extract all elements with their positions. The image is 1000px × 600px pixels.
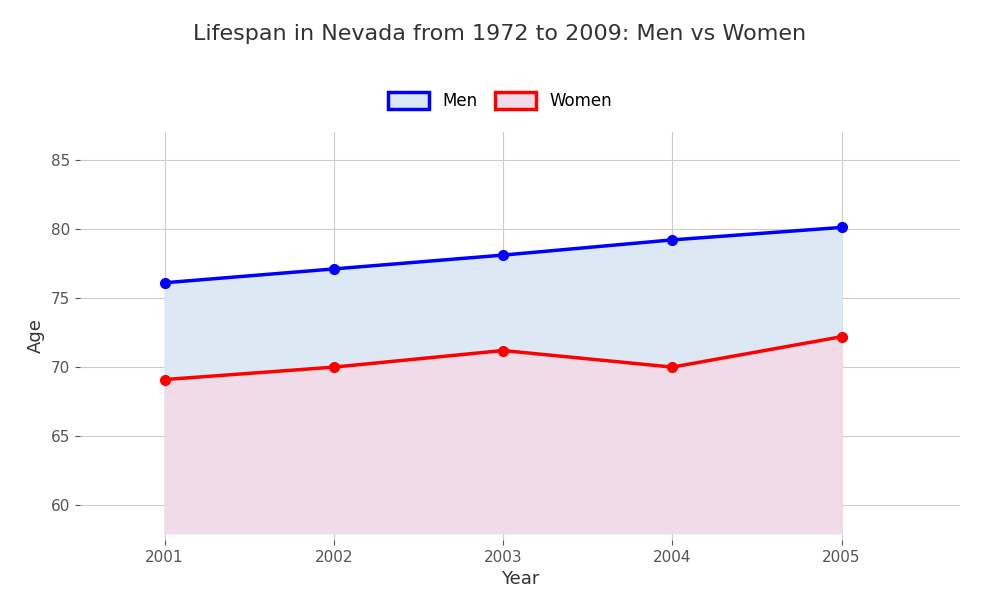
Legend: Men, Women: Men, Women <box>379 83 621 118</box>
Text: Lifespan in Nevada from 1972 to 2009: Men vs Women: Lifespan in Nevada from 1972 to 2009: Me… <box>193 24 807 44</box>
X-axis label: Year: Year <box>501 570 539 588</box>
Y-axis label: Age: Age <box>27 319 45 353</box>
